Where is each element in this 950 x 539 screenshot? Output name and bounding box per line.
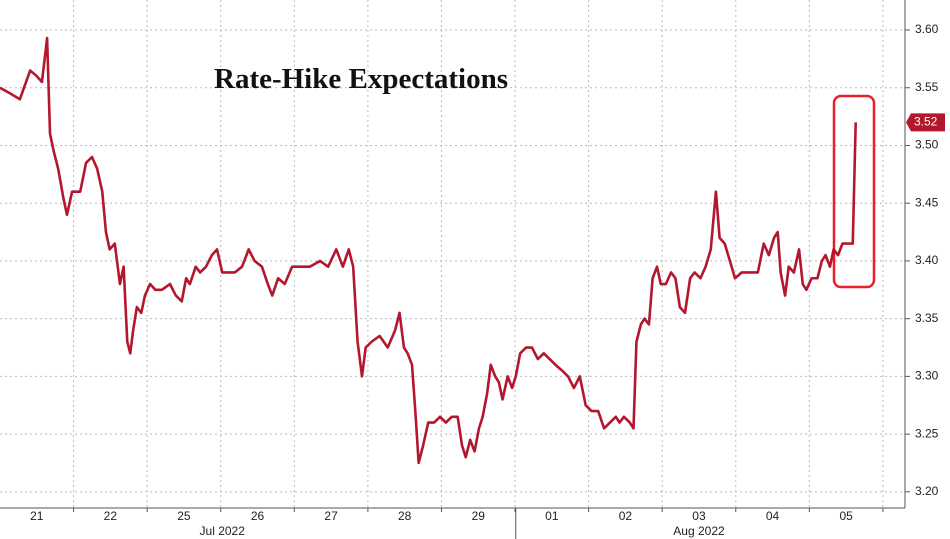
x-tick-label: 28 [398, 509, 412, 523]
y-tick-label: 3.60 [915, 22, 939, 36]
y-tick-label: 3.40 [915, 253, 939, 267]
line-series [0, 36, 857, 465]
x-tick-label: 01 [545, 509, 559, 523]
y-tick-label: 3.25 [915, 426, 939, 440]
y-tick-label: 3.55 [915, 80, 939, 94]
x-tick-label: 26 [251, 509, 265, 523]
x-tick-label: 02 [619, 509, 633, 523]
y-tick-label: 3.35 [915, 311, 939, 325]
last-value-tag [906, 113, 945, 132]
highlight-box [832, 94, 876, 289]
y-tick-label: 3.45 [915, 195, 939, 209]
x-tick-label: 22 [104, 509, 118, 523]
y-tick-label: 3.20 [915, 484, 939, 498]
last-value-label: 3.52 [914, 115, 938, 129]
x-tick-label: 21 [30, 509, 44, 523]
x-tick-label: 05 [839, 509, 853, 523]
month-label: Jul 2022 [200, 524, 246, 538]
month-label: Aug 2022 [673, 524, 725, 538]
x-tick-label: 03 [692, 509, 706, 523]
y-tick-label: 3.50 [915, 138, 939, 152]
x-tick-label: 29 [472, 509, 486, 523]
x-tick-label: 04 [766, 509, 780, 523]
x-tick-label: 25 [177, 509, 191, 523]
chart-title: Rate-Hike Expectations [214, 63, 508, 95]
x-tick-label: 27 [324, 509, 338, 523]
y-tick-label: 3.30 [915, 369, 939, 383]
